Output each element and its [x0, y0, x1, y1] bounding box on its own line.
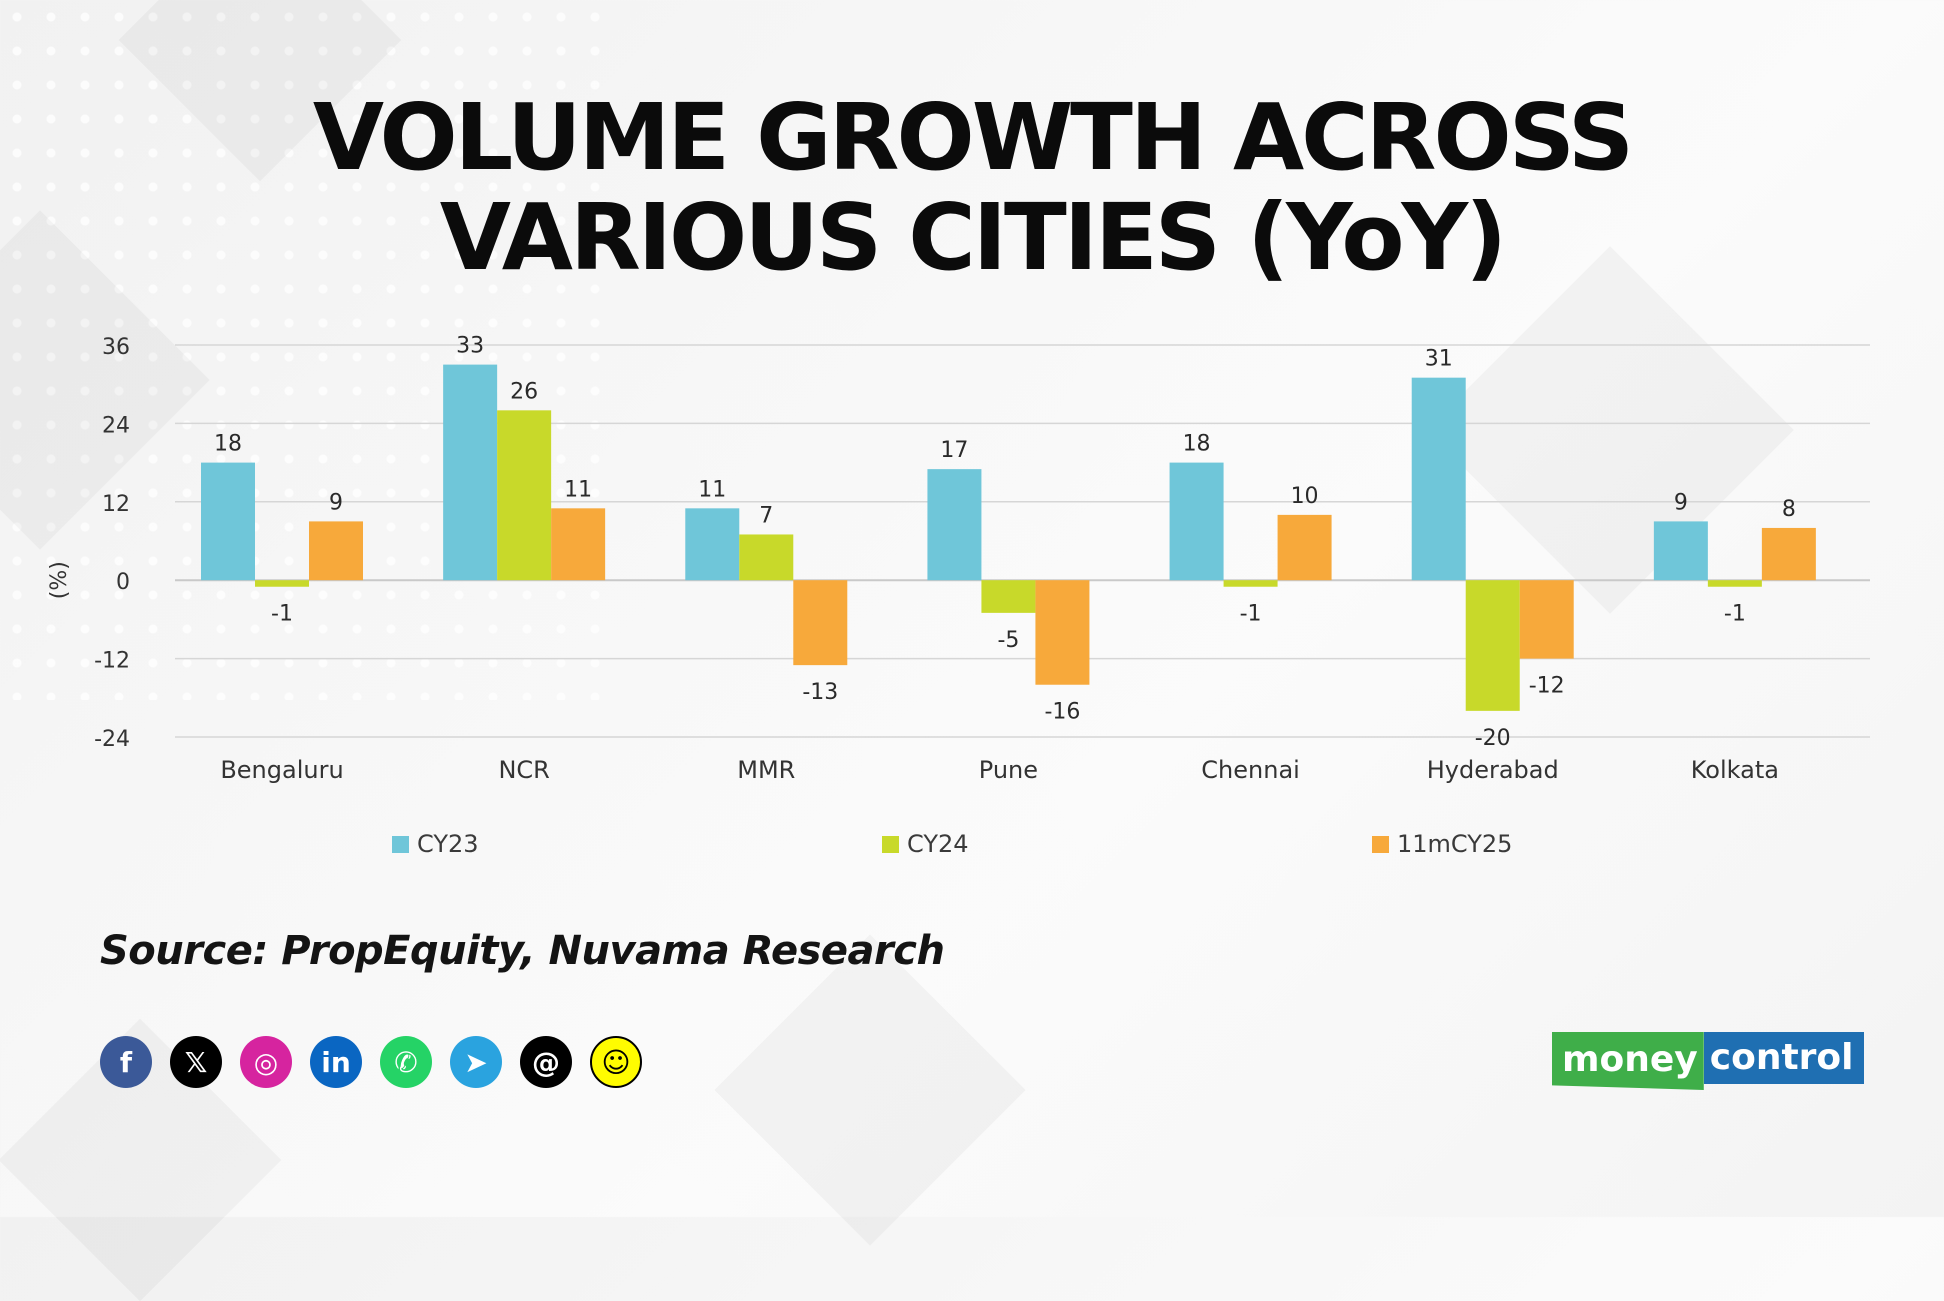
bar [1169, 462, 1224, 581]
bar [309, 521, 363, 581]
data-label: 10 [1291, 484, 1319, 509]
snapchat-icon[interactable]: ☺ [590, 1036, 642, 1088]
source-note: Source: PropEquity, Nuvama Research [100, 928, 945, 974]
bar [497, 410, 552, 581]
data-label: 26 [510, 379, 538, 404]
category-label: MMR [737, 756, 795, 784]
data-label: -1 [1240, 602, 1262, 627]
bar [1519, 580, 1574, 659]
bar [201, 462, 255, 581]
y-tick-label: 12 [102, 492, 130, 517]
bar [1411, 377, 1466, 581]
threads-icon[interactable]: @ [520, 1036, 572, 1088]
chart-legend: CY23 CY24 11mCY25 [0, 830, 1944, 866]
data-label: 33 [456, 334, 484, 359]
legend-swatch [392, 835, 409, 853]
telegram-icon[interactable]: ➤ [450, 1036, 502, 1088]
category-label: Pune [979, 756, 1038, 784]
data-label: 11 [698, 477, 726, 502]
legend-swatch [1372, 835, 1389, 853]
data-label: 18 [214, 432, 242, 457]
y-tick-label: 24 [102, 413, 130, 438]
moneycontrol-logo: money control [1552, 1032, 1864, 1090]
y-tick-label: 36 [102, 335, 130, 360]
bar [1707, 580, 1762, 587]
y-tick-label: -12 [94, 649, 130, 674]
legend-label: 11mCY25 [1397, 830, 1513, 858]
bar [739, 534, 794, 581]
logo-part-control: control [1703, 1032, 1864, 1084]
data-label: 18 [1183, 432, 1211, 457]
instagram-icon[interactable]: ◎ [240, 1036, 292, 1088]
bar [1761, 527, 1816, 581]
category-label: Bengaluru [220, 756, 343, 784]
bar [1035, 580, 1090, 685]
chart-title-line1: VOLUME GROWTH ACROSS [312, 84, 1634, 191]
data-label: 17 [940, 438, 968, 463]
y-axis-label: (%) [47, 561, 72, 599]
data-label: 11 [564, 477, 592, 502]
linkedin-icon[interactable]: in [310, 1036, 362, 1088]
facebook-icon[interactable]: f [100, 1036, 152, 1088]
legend-item: CY23 [392, 830, 479, 858]
bar [1223, 580, 1278, 587]
background-dot-pattern [0, 0, 620, 700]
bar [1465, 580, 1520, 711]
bar [793, 580, 848, 666]
data-label: -12 [1529, 674, 1565, 699]
data-label: -13 [802, 680, 838, 705]
data-label: -1 [1724, 602, 1746, 627]
legend-swatch [882, 835, 899, 853]
data-label: 9 [1674, 490, 1688, 515]
data-label: 31 [1425, 347, 1453, 372]
whatsapp-icon[interactable]: ✆ [380, 1036, 432, 1088]
chart-title-line2: VARIOUS CITIES (YoY) [439, 184, 1507, 291]
bar [1277, 514, 1332, 581]
data-label: -16 [1044, 700, 1080, 725]
category-label: Chennai [1201, 756, 1300, 784]
bar [685, 508, 740, 581]
y-tick-label: -24 [94, 727, 130, 752]
y-tick-label: 0 [116, 570, 130, 595]
x-icon[interactable]: 𝕏 [170, 1036, 222, 1088]
data-label: 9 [329, 490, 343, 515]
bar [927, 469, 982, 581]
bar [1653, 521, 1708, 581]
data-label: -20 [1475, 726, 1511, 751]
bar [551, 508, 606, 581]
data-label: -1 [271, 602, 293, 627]
legend-item: 11mCY25 [1372, 830, 1512, 858]
category-label: Kolkata [1691, 756, 1779, 784]
background-diamond [714, 934, 1025, 1245]
chart-title: VOLUME GROWTH ACROSS VARIOUS CITIES (YoY… [0, 88, 1944, 288]
category-label: Hyderabad [1427, 756, 1559, 784]
bar [255, 580, 309, 587]
data-label: -5 [997, 628, 1019, 653]
data-label: 7 [759, 503, 773, 528]
bar [443, 364, 498, 581]
legend-label: CY24 [907, 830, 969, 858]
legend-item: CY24 [882, 830, 969, 858]
category-label: NCR [498, 756, 549, 784]
bar-chart: 36 24 12 0 -12 -24 (%) 18 -1 9 Bengaluru 33 26 11 NCR 1… [47, 334, 1870, 784]
social-icons: f 𝕏 ◎ in ✆ ➤ @ ☺ [100, 1036, 642, 1088]
bar [981, 580, 1036, 613]
logo-part-money: money [1552, 1032, 1704, 1090]
legend-label: CY23 [417, 830, 479, 858]
data-label: 8 [1782, 497, 1796, 522]
